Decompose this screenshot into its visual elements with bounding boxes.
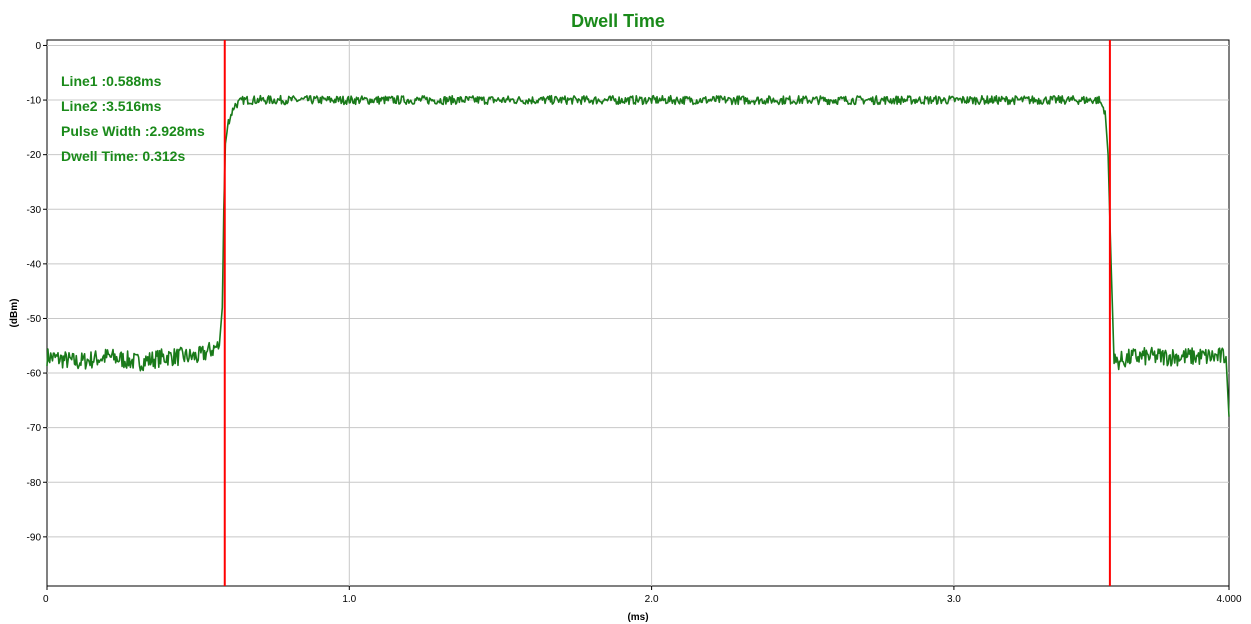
annotation-text: Line1 :0.588ms <box>61 73 162 89</box>
x-tick-label: 1.0 <box>342 594 356 605</box>
measurement-annotations: Line1 :0.588ms Line2 :3.516ms Pulse Width … <box>61 73 205 164</box>
y-tick-label: -20 <box>27 150 42 161</box>
x-tick-label: 3.0 <box>947 594 961 605</box>
x-tick-label: 2.0 <box>645 594 659 605</box>
signal-trace <box>46 94 1230 417</box>
cursor-markers <box>223 40 1111 586</box>
y-tick-label: -90 <box>27 532 42 543</box>
y-axis-label: (dBm) <box>9 299 20 328</box>
plot-area <box>46 39 1230 587</box>
y-tick-label: 0 <box>35 41 41 52</box>
y-axis-ticks: 0 -10 -20 -30 -40 -50 -60 -70 -80 -90 <box>27 41 47 543</box>
y-tick-label: -50 <box>27 314 42 325</box>
grid <box>47 40 1229 586</box>
annotation-text: Dwell Time: 0.312s <box>61 148 185 164</box>
y-tick-label: -70 <box>27 423 42 434</box>
trace-line <box>46 94 1230 417</box>
annotation-text: Pulse Width :2.928ms <box>61 123 205 139</box>
y-tick-label: -10 <box>27 96 42 107</box>
chart-title: Dwell Time <box>571 11 665 31</box>
y-tick-label: -60 <box>27 369 42 380</box>
y-tick-label: -40 <box>27 259 42 270</box>
y-tick-label: -80 <box>27 478 42 489</box>
annotation-text: Line2 :3.516ms <box>61 98 162 114</box>
y-tick-label: -30 <box>27 205 42 216</box>
x-tick-label: 0 <box>43 594 49 605</box>
x-tick-label: 4.000 <box>1216 594 1241 605</box>
x-axis-ticks: 0 1.0 2.0 3.0 4.000 <box>43 586 1242 605</box>
x-axis-label: (ms) <box>627 612 648 623</box>
